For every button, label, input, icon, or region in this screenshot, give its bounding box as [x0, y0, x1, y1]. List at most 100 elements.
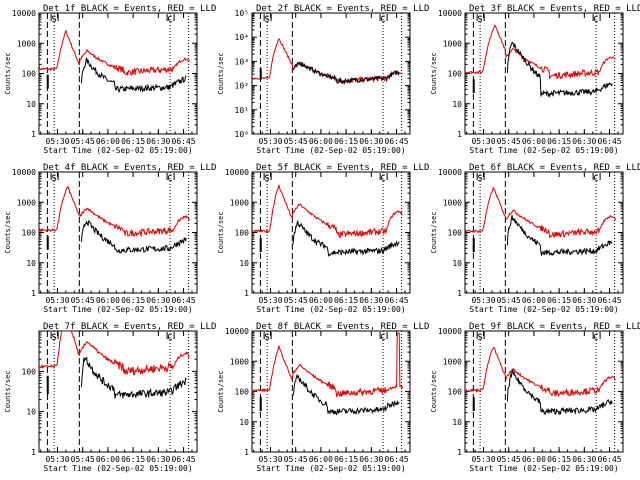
c-marker-label: C — [167, 15, 172, 25]
y-tick-label: 1 — [457, 448, 462, 457]
x-tick-label: 05:45 — [284, 296, 308, 305]
x-tick-label: 06:00 — [96, 296, 120, 305]
x-tick-label: 06:30 — [146, 296, 170, 305]
s-bracket — [50, 173, 59, 180]
x-tick-label: 06:15 — [547, 296, 571, 305]
lld-series-line — [252, 332, 404, 398]
lld-series-line — [39, 185, 190, 238]
y-tick-label: 1 — [244, 289, 249, 298]
y-axis-label: Counts/sec — [430, 370, 438, 412]
x-tick-label: 06:45 — [598, 137, 622, 146]
s-bracket — [263, 332, 272, 339]
y-tick-label: 1000 — [443, 357, 462, 366]
y-tick-label: 10⁵ — [235, 9, 249, 18]
y-tick-label: 10 — [26, 259, 36, 268]
y-tick-label: 10³ — [235, 57, 249, 66]
y-tick-label: 100 — [22, 70, 37, 79]
chart-panel: Det_1f BLACK = Events, RED = LLD 1 10 100 10… — [4, 4, 216, 155]
events-series-line — [506, 368, 613, 416]
x-tick-label: 06:15 — [547, 455, 571, 464]
x-tick-label: 06:15 — [334, 137, 358, 146]
x-tick-label: 05:30 — [471, 137, 495, 146]
x-tick-label: 05:45 — [497, 455, 521, 464]
y-axis-label: Counts/sec — [217, 52, 225, 94]
y-tick-label: 10000 — [438, 168, 462, 177]
x-axis-label: Start Time (02-Sep-02 05:19:00) — [256, 146, 405, 155]
x-tick-label: 06:30 — [359, 455, 383, 464]
y-tick-label: 10 — [239, 259, 249, 268]
x-tick-label: 06:45 — [598, 296, 622, 305]
y-tick-label: 10⁰ — [235, 130, 249, 139]
y-tick-label: 1000 — [443, 198, 462, 207]
y-tick-label: 10000 — [225, 327, 249, 336]
y-tick-label: 10 — [452, 418, 462, 427]
lld-series-line — [465, 186, 617, 239]
plot-frame — [38, 330, 198, 453]
x-tick-label: 06:15 — [121, 137, 145, 146]
x-axis-label: Start Time (02-Sep-02 05:19:00) — [256, 464, 405, 473]
chart-title: Det_7f BLACK = Events, RED = LLD — [43, 322, 216, 332]
x-tick-label: 06:45 — [598, 455, 622, 464]
x-tick-label: 05:30 — [258, 296, 282, 305]
s-bracket — [263, 173, 272, 180]
s-marker-label: S — [477, 174, 482, 184]
s-marker-label: S — [264, 174, 269, 184]
lld-series-line — [39, 331, 190, 376]
x-tick-label: 06:30 — [572, 137, 596, 146]
y-tick-label: 100 — [22, 367, 37, 376]
x-tick-label: 05:30 — [45, 296, 69, 305]
c-marker-label: C — [167, 333, 172, 343]
c-bracket — [379, 332, 388, 339]
x-tick-label: 05:45 — [497, 296, 521, 305]
lld-series-line — [465, 346, 616, 398]
x-tick-label: 06:00 — [309, 296, 333, 305]
x-tick-label: 06:45 — [172, 296, 196, 305]
y-tick-label: 100 — [448, 229, 463, 238]
c-marker-label: C — [593, 15, 598, 25]
x-tick-label: 06:00 — [309, 455, 333, 464]
y-axis-label: Counts/sec — [217, 370, 225, 412]
events-series-line — [80, 356, 187, 399]
x-axis-label: Start Time (02-Sep-02 05:19:00) — [469, 305, 618, 314]
x-tick-label: 06:00 — [522, 296, 546, 305]
y-tick-label: 10⁴ — [235, 33, 249, 42]
c-marker-label: C — [380, 174, 385, 184]
chart-panel: Det_3f BLACK = Events, RED = LLD 1 10 100 10… — [430, 4, 640, 155]
x-tick-label: 05:30 — [471, 455, 495, 464]
x-tick-label: 06:00 — [522, 455, 546, 464]
chart-title: Det_2f BLACK = Events, RED = LLD — [256, 4, 429, 14]
y-tick-label: 1 — [457, 289, 462, 298]
y-axis-label: Counts/sec — [430, 52, 438, 94]
y-tick-label: 10 — [452, 259, 462, 268]
y-tick-label: 100 — [22, 229, 37, 238]
x-tick-label: 06:45 — [385, 296, 409, 305]
s-marker-label: S — [477, 333, 482, 343]
chart-panel: Det_6f BLACK = Events, RED = LLD 1 10 100 10… — [430, 163, 640, 314]
events-series-line — [506, 215, 613, 256]
x-tick-label: 05:30 — [258, 455, 282, 464]
x-tick-label: 06:45 — [172, 455, 196, 464]
y-tick-label: 1 — [31, 448, 36, 457]
y-tick-label: 1 — [457, 130, 462, 139]
x-tick-label: 05:30 — [258, 137, 282, 146]
chart-panel: Det_4f BLACK = Events, RED = LLD 1 10 100 10… — [4, 163, 216, 314]
x-tick-label: 06:00 — [96, 455, 120, 464]
plot-frame — [38, 171, 198, 294]
x-axis-label: Start Time (02-Sep-02 05:19:00) — [43, 146, 192, 155]
y-tick-label: 10000 — [12, 9, 36, 18]
y-axis-label: Counts/sec — [430, 211, 438, 253]
x-tick-label: 06:15 — [547, 137, 571, 146]
y-tick-label: 1000 — [230, 198, 249, 207]
y-axis-label: Counts/sec — [4, 52, 12, 94]
x-tick-label: 05:45 — [71, 455, 95, 464]
x-tick-label: 06:30 — [359, 137, 383, 146]
s-marker-label: S — [51, 333, 56, 343]
y-tick-label: 10² — [235, 82, 249, 91]
chart-panel: Det_8f BLACK = Events, RED = LLD 1 10 100 10… — [217, 322, 429, 473]
y-tick-label: 100 — [448, 388, 463, 397]
events-series-line — [506, 41, 613, 99]
plot-frame — [38, 12, 198, 135]
x-tick-label: 06:15 — [121, 455, 145, 464]
c-marker-label: C — [593, 333, 598, 343]
y-tick-label: 100 — [235, 229, 250, 238]
